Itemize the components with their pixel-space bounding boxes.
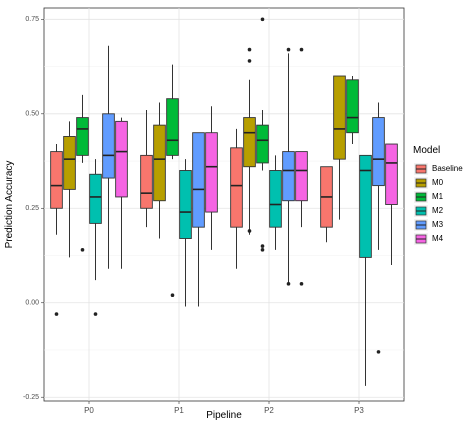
outlier-point xyxy=(247,59,252,63)
x-tick-label: P3 xyxy=(354,406,364,415)
box-body xyxy=(102,113,115,179)
box-body xyxy=(269,170,282,228)
box-baseline-p3 xyxy=(320,166,333,243)
y-tick-label: -0.25 xyxy=(23,394,39,401)
outlier-point xyxy=(170,293,175,297)
outlier-point xyxy=(260,248,265,252)
box-body xyxy=(192,132,205,228)
box-body xyxy=(76,117,89,156)
legend-label: M3 xyxy=(432,220,444,229)
outlier-point xyxy=(299,47,304,52)
outlier-point xyxy=(93,312,98,316)
y-tick-label: 0.50 xyxy=(25,111,39,118)
box-m3-p3 xyxy=(372,102,385,354)
plot-panel xyxy=(43,7,405,402)
x-tick-label: P2 xyxy=(264,406,274,415)
x-tick-label: P0 xyxy=(84,406,94,415)
y-axis: 0.75 0.50 0.25 0.00 -0.25 xyxy=(23,16,44,401)
outlier-point xyxy=(80,248,85,252)
box-body xyxy=(372,117,385,187)
box-body xyxy=(89,173,102,224)
box-m3-p2 xyxy=(282,47,295,286)
legend: Model Baseline M0 M1 M2 M3 M4 xyxy=(413,145,463,245)
box-m4-p3 xyxy=(385,143,398,265)
box-body xyxy=(385,143,398,205)
outlier-point xyxy=(286,282,291,286)
box-m1-p3 xyxy=(346,76,359,145)
legend-item-m0: M0 xyxy=(414,177,444,189)
y-tick-label: 0.75 xyxy=(25,16,39,23)
outlier-point xyxy=(299,282,304,286)
box-m0-p1 xyxy=(153,102,166,239)
box-body xyxy=(153,124,166,202)
outlier-point xyxy=(260,244,265,248)
box-baseline-p1 xyxy=(140,110,153,228)
outlier-point xyxy=(260,17,265,22)
x-tick-label: P1 xyxy=(174,406,184,415)
box-m4-p0 xyxy=(115,117,128,269)
legend-label: M1 xyxy=(432,192,444,201)
box-body xyxy=(230,147,243,228)
box-body xyxy=(346,79,359,134)
box-body xyxy=(179,170,192,239)
legend-label: M4 xyxy=(432,234,444,243)
legend-label: M2 xyxy=(432,206,444,215)
outlier-point xyxy=(247,47,252,52)
box-body xyxy=(359,154,372,258)
legend-label: M0 xyxy=(432,178,444,187)
box-body xyxy=(243,117,256,168)
box-m2-p2 xyxy=(269,155,282,250)
box-m1-p1 xyxy=(166,64,179,297)
legend-item-m3: M3 xyxy=(414,219,444,231)
box-m3-p1 xyxy=(192,132,205,307)
box-body xyxy=(50,151,63,209)
box-baseline-p0 xyxy=(50,144,63,316)
y-tick-label: 0.25 xyxy=(25,205,39,212)
box-m0-p0 xyxy=(63,121,76,258)
legend-item-m4: M4 xyxy=(414,233,444,245)
box-body xyxy=(140,154,153,209)
box-m1-p2 xyxy=(256,17,269,252)
outlier-point xyxy=(247,229,252,233)
box-body xyxy=(282,151,295,202)
box-m1-p0 xyxy=(76,94,89,252)
outlier-point xyxy=(286,47,291,52)
x-axis: P0 P1 P2 P3 xyxy=(84,401,364,415)
outlier-point xyxy=(54,312,59,316)
box-m0-p2 xyxy=(243,47,256,235)
outlier-point xyxy=(376,350,381,354)
box-m2-p3 xyxy=(359,154,372,386)
box-body xyxy=(63,136,76,190)
box-m2-p0 xyxy=(89,159,102,316)
box-body xyxy=(115,120,128,198)
y-tick-label: 0.00 xyxy=(25,300,39,307)
legend-item-m1: M1 xyxy=(414,191,444,203)
box-m4-p1 xyxy=(205,106,218,250)
box-body xyxy=(333,75,346,160)
box-body xyxy=(166,98,179,156)
legend-item-baseline: Baseline xyxy=(414,163,463,175)
legend-item-m2: M2 xyxy=(414,205,444,217)
legend-label: Baseline xyxy=(432,164,463,173)
box-group xyxy=(50,17,398,386)
x-axis-title: Pipeline xyxy=(206,410,242,421)
box-m0-p3 xyxy=(333,75,346,220)
box-m3-p0 xyxy=(102,45,115,269)
legend-title: Model xyxy=(413,145,440,156)
y-axis-title: Prediction Accuracy xyxy=(4,161,15,249)
box-body xyxy=(256,124,269,164)
box-m4-p2 xyxy=(295,47,308,286)
box-body xyxy=(295,151,308,202)
box-baseline-p2 xyxy=(230,128,243,269)
box-body xyxy=(205,132,218,213)
box-m2-p1 xyxy=(179,159,192,307)
